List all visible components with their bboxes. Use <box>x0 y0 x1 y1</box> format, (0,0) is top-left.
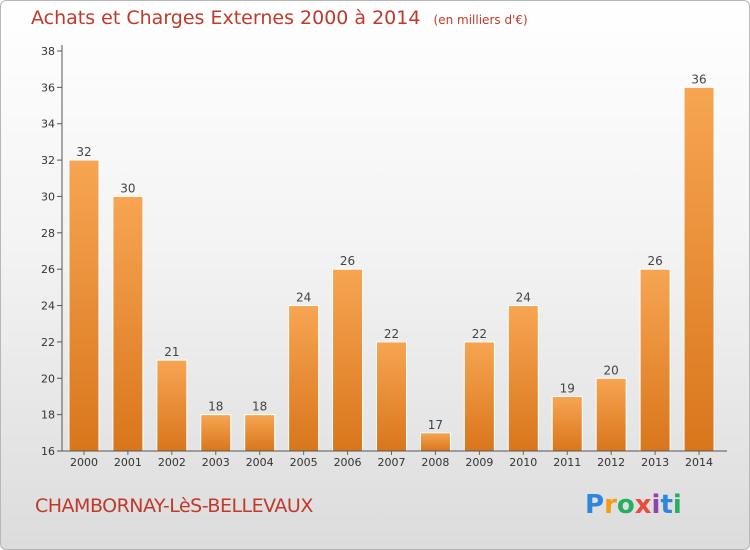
bar-2008 <box>419 432 451 452</box>
x-tick-2007: 2007 <box>378 456 406 469</box>
bar-2007 <box>376 341 407 452</box>
commune-name: CHAMBORNAY-LèS-BELLEVAUX <box>35 495 313 517</box>
bar-2000 <box>68 159 100 452</box>
value-label-2003: 18 <box>208 400 223 414</box>
y-tick-26: 26 <box>41 263 55 276</box>
value-label-2005: 24 <box>296 291 311 305</box>
bar-2003 <box>200 414 232 452</box>
bar-2009 <box>463 341 495 452</box>
axes-layer: 2000 2001 2002 2003 2004 2005 2006 2007 2008 2009… <box>41 45 727 469</box>
x-tick-2011: 2011 <box>553 456 581 469</box>
x-tick-2012: 2012 <box>597 456 625 469</box>
logo-letter: i <box>651 490 661 520</box>
logo-letter: t <box>660 490 673 520</box>
value-label-2007: 22 <box>384 327 399 341</box>
value-label-2011: 19 <box>560 381 575 395</box>
x-tick-2013: 2013 <box>641 456 669 469</box>
x-tick-2004: 2004 <box>246 456 274 469</box>
x-tick-2008: 2008 <box>421 456 449 469</box>
x-tick-2000: 2000 <box>70 456 98 469</box>
value-label-2004: 18 <box>252 400 267 414</box>
logo-letter: r <box>604 490 617 520</box>
bar-2011 <box>551 395 583 452</box>
bar-2014 <box>683 86 715 452</box>
y-tick-36: 36 <box>41 81 55 94</box>
y-tick-20: 20 <box>41 372 55 385</box>
bar-2004 <box>244 414 276 452</box>
value-label-2006: 26 <box>340 254 355 268</box>
y-tick-22: 22 <box>41 336 55 349</box>
y-tick-30: 30 <box>41 190 55 203</box>
value-label-2008: 17 <box>428 418 443 432</box>
logo-letter: P <box>585 490 605 520</box>
bar-2012 <box>595 377 627 452</box>
y-tick-18: 18 <box>41 409 55 422</box>
value-label-2009: 22 <box>472 327 487 341</box>
x-tick-2009: 2009 <box>465 456 493 469</box>
chart-title: Achats et Charges Externes 2000 à 2014 <box>31 7 421 29</box>
bar-2005 <box>288 305 320 452</box>
bar-2001 <box>112 195 144 452</box>
title-row: Achats et Charges Externes 2000 à 2014 (… <box>31 7 528 29</box>
y-tick-32: 32 <box>41 154 55 167</box>
bar-2002 <box>156 359 188 452</box>
y-tick-24: 24 <box>41 300 55 313</box>
logo-letter: i <box>672 490 682 520</box>
x-tick-2010: 2010 <box>509 456 537 469</box>
value-label-2000: 32 <box>76 145 91 159</box>
y-tick-34: 34 <box>41 118 55 131</box>
value-label-2002: 21 <box>164 345 179 359</box>
y-tick-28: 28 <box>41 227 55 240</box>
value-label-2014: 36 <box>691 72 706 86</box>
x-tick-2002: 2002 <box>158 456 186 469</box>
x-tick-2001: 2001 <box>114 456 142 469</box>
bar-2013 <box>639 268 671 452</box>
y-tick-16: 16 <box>41 445 55 458</box>
y-tick-38: 38 <box>41 45 55 58</box>
bar-2006 <box>332 268 364 452</box>
value-label-2012: 20 <box>604 363 619 377</box>
x-tick-2014: 2014 <box>685 456 713 469</box>
value-label-2010: 24 <box>516 291 531 305</box>
x-tick-2003: 2003 <box>202 456 230 469</box>
x-tick-2006: 2006 <box>334 456 362 469</box>
proxiti-logo[interactable]: Proxiti <box>585 490 682 520</box>
value-label-2013: 26 <box>647 254 662 268</box>
bar-2010 <box>507 305 539 452</box>
logo-letter: x <box>634 490 652 520</box>
chart-subtitle: (en milliers d'€) <box>433 13 528 27</box>
logo-letter: o <box>616 490 635 520</box>
bars-layer: 32 30 21 18 18 24 26 22 17 22 24 19 20 26 36 <box>68 72 715 452</box>
x-tick-2005: 2005 <box>290 456 318 469</box>
value-label-2001: 30 <box>120 181 135 195</box>
